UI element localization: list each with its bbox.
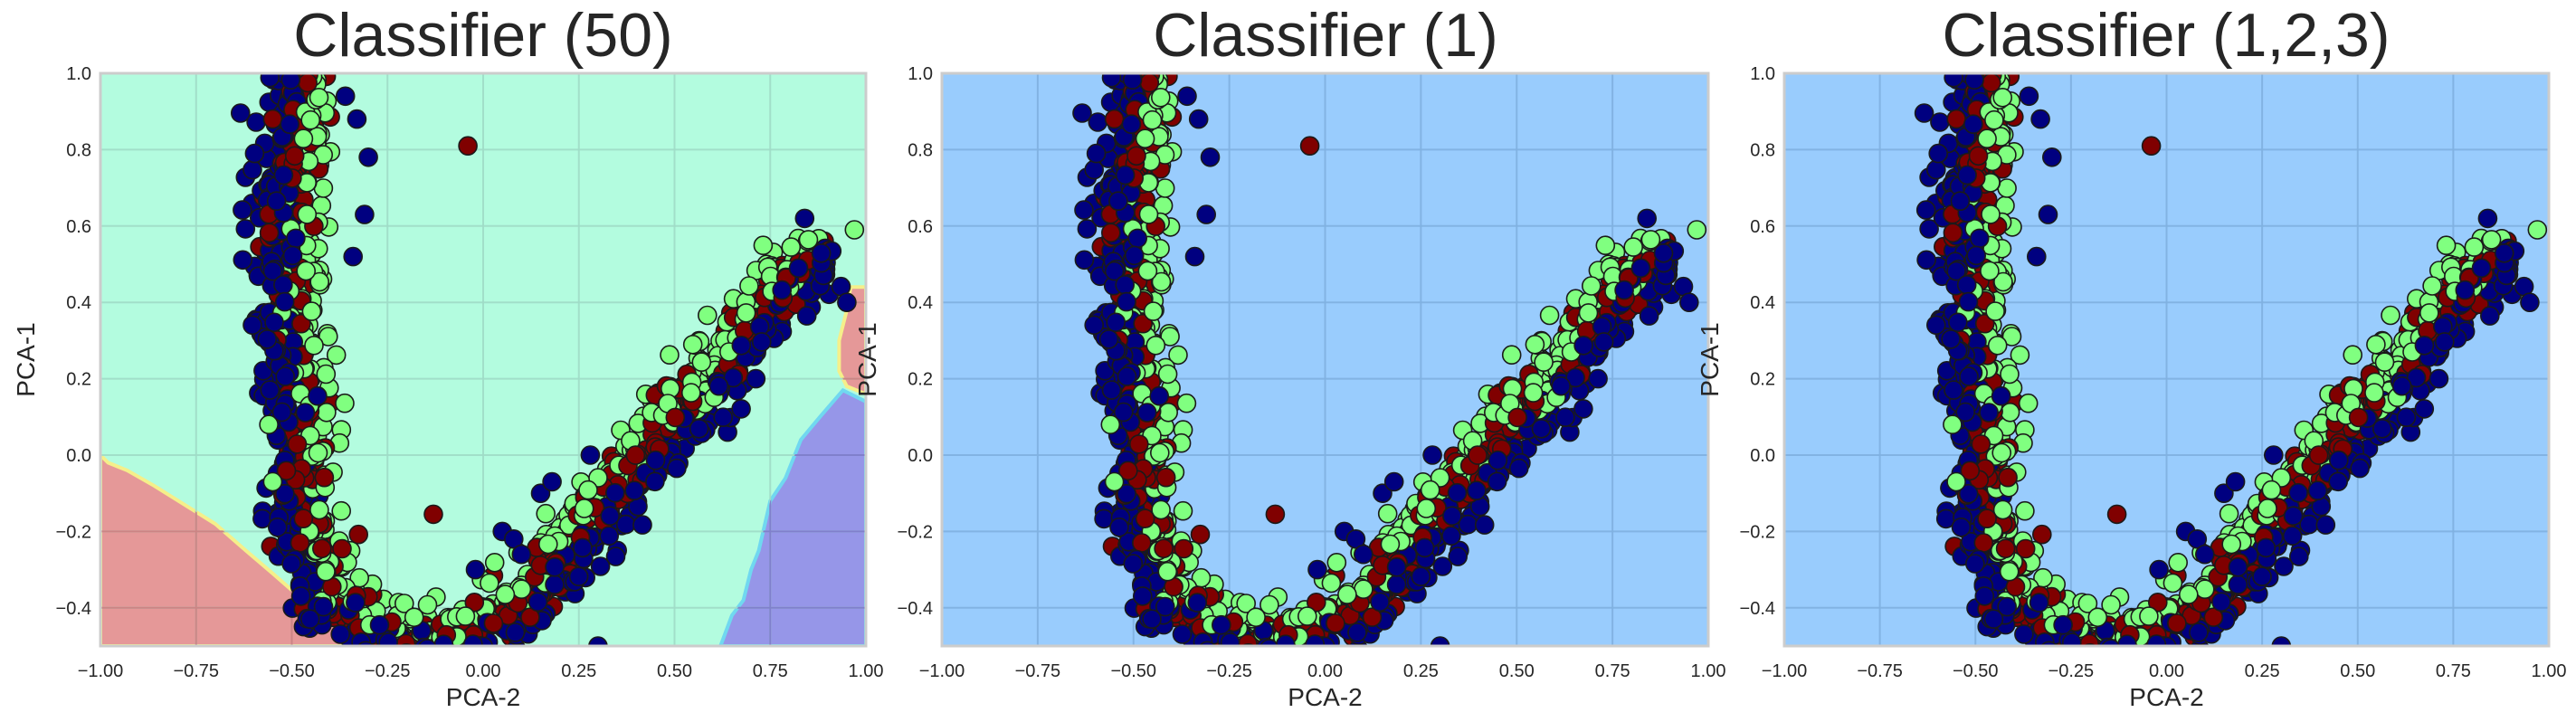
- y-tick-label: −0.2: [56, 522, 91, 542]
- y-tick-label: 0.4: [66, 293, 91, 313]
- x-tick-label: −0.75: [173, 661, 219, 681]
- scatter-points: [230, 73, 865, 646]
- x-tick-label: 0.25: [2245, 661, 2280, 681]
- y-tick-label: 0.2: [908, 370, 933, 390]
- chart-title: Classifier (50): [293, 1, 672, 70]
- x-tick-label: 0.50: [1499, 661, 1535, 681]
- x-tick-label: −1.00: [919, 661, 965, 681]
- y-tick-label: 0.0: [66, 446, 91, 466]
- y-tick-label: −0.4: [56, 599, 91, 619]
- x-tick-label: −0.25: [1206, 661, 1252, 681]
- x-axis-label: PCA-2: [446, 683, 520, 711]
- x-tick-label: −0.25: [365, 661, 411, 681]
- x-tick-label: −0.75: [1857, 661, 1903, 681]
- x-tick-label: −1.00: [1762, 661, 1808, 681]
- y-tick-label: 0.8: [908, 140, 933, 160]
- decision-region-purple: [718, 387, 866, 646]
- plot-area: [100, 73, 866, 646]
- subplot-3: Classifier (1,2,3) −1.00 −0.75 −0.50 −0.25 0.…: [1696, 1, 2566, 711]
- x-tick-label: 0.75: [1595, 661, 1630, 681]
- y-tick-label: 0.0: [1750, 446, 1775, 466]
- x-tick-label: 0.50: [2340, 661, 2375, 681]
- y-axis-label: PCA-1: [853, 322, 881, 396]
- x-tick-label: 0.00: [2149, 661, 2184, 681]
- x-tick-label: −0.50: [1953, 661, 1999, 681]
- x-tick-label: −0.50: [269, 661, 315, 681]
- x-tick-label: 1.00: [1691, 661, 1726, 681]
- y-tick-label: 0.2: [1750, 370, 1775, 390]
- chart-title: Classifier (1): [1153, 1, 1498, 70]
- y-tick-label: −0.2: [898, 522, 933, 542]
- scatter-points: [1072, 73, 1707, 646]
- x-axis-label: PCA-2: [1288, 683, 1362, 711]
- x-tick-label: 0.25: [561, 661, 596, 681]
- x-tick-label: 0.75: [2436, 661, 2471, 681]
- chart-title: Classifier (1,2,3): [1942, 1, 2390, 70]
- axes-frame: [99, 71, 868, 648]
- plot-area: [1784, 73, 2549, 646]
- x-tick-label: 0.25: [1403, 661, 1439, 681]
- y-tick-label: 0.2: [66, 370, 91, 390]
- x-tick-label: 0.50: [657, 661, 692, 681]
- y-tick-label: 0.6: [66, 217, 91, 237]
- x-tick-label: −0.50: [1110, 661, 1156, 681]
- y-tick-label: 0.8: [66, 140, 91, 160]
- y-tick-label: −0.4: [1740, 599, 1775, 619]
- x-tick-label: −0.75: [1015, 661, 1061, 681]
- scatter-points: [1914, 73, 2548, 646]
- x-tick-label: 1.00: [2532, 661, 2567, 681]
- x-axis-label: PCA-2: [2129, 683, 2203, 711]
- y-tick-label: 0.4: [1750, 293, 1775, 313]
- x-tick-label: 0.00: [466, 661, 501, 681]
- y-tick-label: −0.4: [898, 599, 933, 619]
- x-tick-label: 1.00: [849, 661, 884, 681]
- y-axis-label: PCA-1: [12, 322, 40, 396]
- y-tick-label: 1.0: [908, 64, 933, 84]
- x-tick-label: −1.00: [78, 661, 124, 681]
- axes-frame: [940, 71, 1710, 648]
- y-tick-label: 0.4: [908, 293, 933, 313]
- y-tick-label: 0.8: [1750, 140, 1775, 160]
- y-tick-label: −0.2: [1740, 522, 1775, 542]
- x-tick-label: 0.00: [1307, 661, 1343, 681]
- subplot-1: Classifier (50) −1.00 −0.75 −0.50 −0.25 0.00 0…: [12, 1, 883, 711]
- x-tick-label: 0.75: [753, 661, 788, 681]
- axes-frame: [1782, 71, 2551, 648]
- y-tick-label: 0.0: [908, 446, 933, 466]
- y-axis-label: PCA-1: [1696, 322, 1724, 396]
- subplot-2: Classifier (1) −1.00 −0.75 −0.50 −0.25 0.00 0.…: [853, 1, 1725, 711]
- y-tick-label: 0.6: [908, 217, 933, 237]
- y-tick-label: 1.0: [1750, 64, 1775, 84]
- decision-region-red: [100, 452, 372, 646]
- x-tick-label: −0.25: [2048, 661, 2095, 681]
- y-tick-label: 0.6: [1750, 217, 1775, 237]
- y-tick-label: 1.0: [66, 64, 91, 84]
- plot-area: [942, 73, 1708, 646]
